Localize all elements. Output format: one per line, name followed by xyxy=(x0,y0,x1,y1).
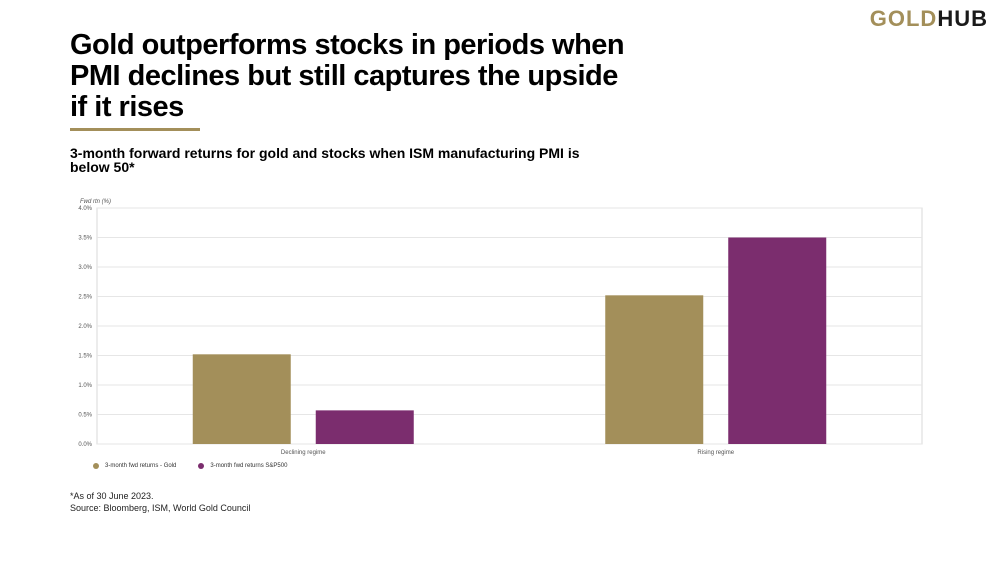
y-tick-label: 1.0% xyxy=(78,383,92,389)
y-tick-label: 3.0% xyxy=(78,265,92,271)
logo-hub-text: HUB xyxy=(937,6,988,31)
legend-swatch xyxy=(93,463,99,469)
legend-item: 3-month fwd returns - Gold xyxy=(93,463,176,469)
footnote-source: Source: Bloomberg, ISM, World Gold Counc… xyxy=(70,503,251,513)
footnote: *As of 30 June 2023. Source: Bloomberg, … xyxy=(70,490,250,514)
y-tick-label: 2.0% xyxy=(78,324,92,330)
y-tick-label: 0.5% xyxy=(78,413,92,419)
logo-gold-text: GOLD xyxy=(869,6,938,31)
y-tick-label: 0.0% xyxy=(78,442,92,448)
footnote-date: *As of 30 June 2023. xyxy=(70,491,154,501)
title-underline xyxy=(70,128,200,131)
x-category-label: Declining regime xyxy=(281,450,326,456)
bar xyxy=(192,354,291,444)
y-axis-label: Fwd rtn (%) xyxy=(80,199,111,205)
bar xyxy=(605,295,704,444)
y-tick-label: 1.5% xyxy=(78,354,92,360)
legend-swatch xyxy=(198,463,205,469)
page-title: Gold outperforms stocks in periods when … xyxy=(70,29,625,123)
goldhub-logo: GOLDHUB xyxy=(870,6,988,32)
chart-legend: 3-month fwd returns - Gold 3-month fwd re… xyxy=(93,463,287,469)
y-tick-label: 2.5% xyxy=(78,295,92,301)
y-tick-label: 4.0% xyxy=(78,206,92,212)
x-category-label: Rising regime xyxy=(697,450,734,456)
bar xyxy=(728,237,827,444)
y-tick-label: 3.5% xyxy=(78,236,92,242)
chart-subtitle: 3-month forward returns for gold and sto… xyxy=(70,145,580,175)
legend-label: 3-month fwd returns - Gold xyxy=(105,463,177,469)
legend-label: 3-month fwd returns S&P500 xyxy=(210,463,288,469)
legend-item: 3-month fwd returns S&P500 xyxy=(198,463,287,469)
bar xyxy=(315,410,414,444)
